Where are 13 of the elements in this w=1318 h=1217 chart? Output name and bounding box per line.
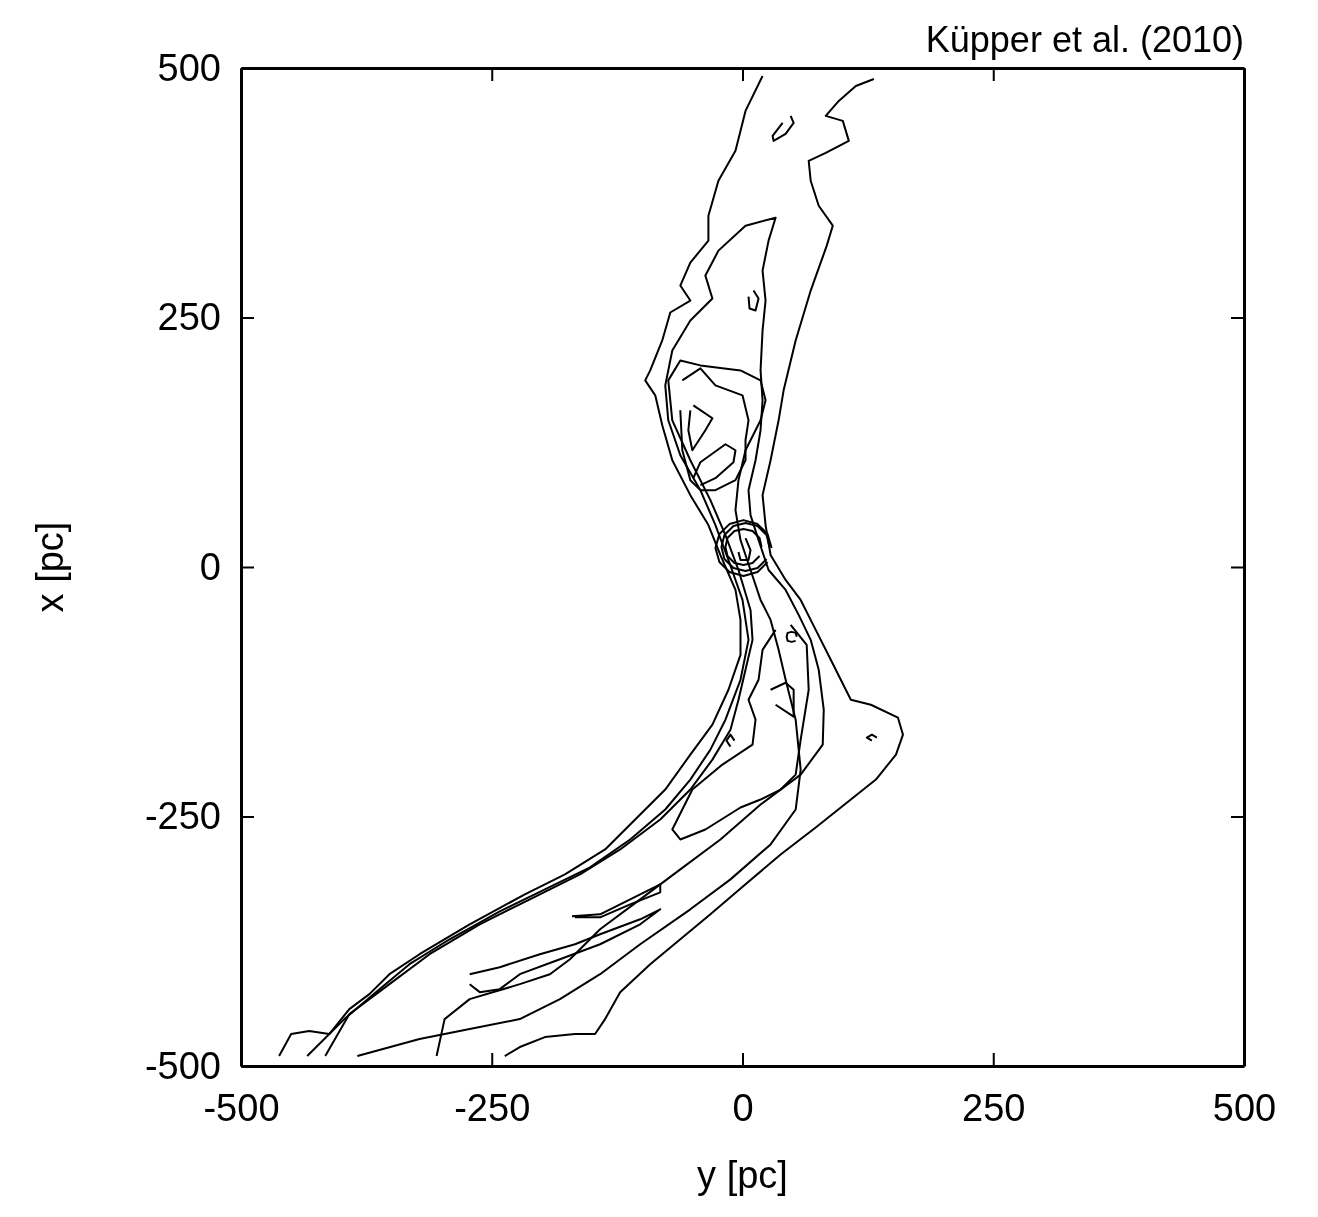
x-tick-label: 250 [962,1086,1026,1129]
y-tick-label: 250 [157,296,221,339]
x-tick-label: 500 [1212,1086,1277,1129]
y-axis-title: x [pc] [29,521,71,613]
y-tick-label: -250 [144,795,221,838]
text: Küpper et al. (2010) [925,19,1244,60]
y-tick-label: 0 [199,545,221,588]
x-tick-label: -500 [203,1086,280,1129]
y-tick-label: -500 [144,1044,221,1087]
x-tick-label: -250 [454,1086,531,1129]
x-tick-label: 0 [732,1086,754,1129]
x-axis-title: y [pc] [697,1154,788,1196]
y-tick-label: 500 [157,46,221,89]
